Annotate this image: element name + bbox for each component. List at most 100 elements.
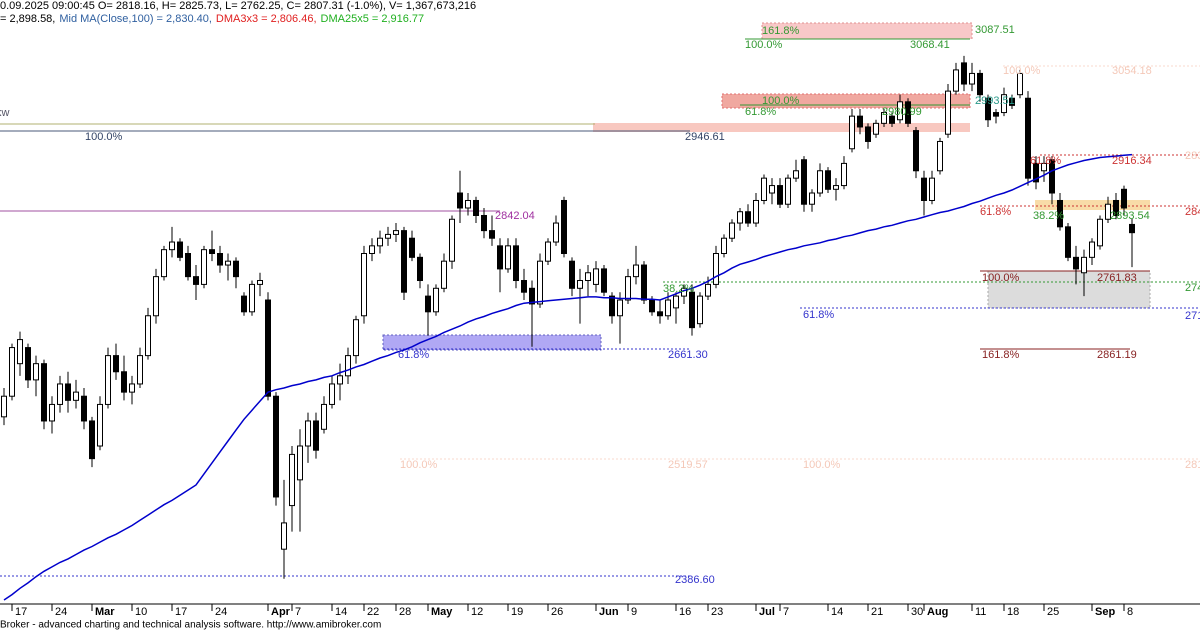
x-tick-label: 22 (367, 606, 379, 618)
header-indicator: DMA3x3 = 2,806.46, (216, 13, 317, 25)
annotation: 3068.41 (910, 39, 950, 51)
candle-body (233, 260, 239, 278)
candle-body (609, 295, 615, 317)
candle-body (929, 177, 935, 201)
candle-body (97, 403, 103, 447)
candle-body (833, 185, 839, 190)
candle-body (409, 237, 415, 258)
annotation: 2861.19 (1097, 349, 1137, 361)
candle-body (697, 295, 703, 325)
candle-body (193, 276, 199, 285)
candle-body (353, 319, 359, 357)
candle-body (1121, 188, 1127, 209)
candle-body (313, 420, 319, 451)
candle-body (273, 395, 279, 498)
candle-body (545, 241, 551, 262)
candle-body (473, 199, 479, 216)
candle-body (169, 241, 175, 251)
candle-body (897, 101, 903, 121)
x-tick-label: 9 (631, 606, 637, 618)
candle-body (417, 256, 423, 282)
candle-body (953, 69, 959, 92)
x-tick-label: Jul (759, 606, 775, 618)
candle-body (913, 130, 919, 172)
candle-body (737, 211, 743, 224)
x-tick-label: 24 (55, 606, 67, 618)
annotation: 2946.61 (685, 131, 725, 143)
candle-body (89, 420, 95, 460)
candle-body (689, 291, 695, 329)
zone (382, 334, 602, 351)
candle-body (337, 375, 343, 385)
candle-body (297, 445, 303, 481)
candle-body (889, 115, 895, 124)
annotation: 61.8% (980, 206, 1011, 218)
candle-body (721, 237, 727, 255)
x-tick-label: May (431, 606, 453, 618)
annotation: 2980.99 (882, 106, 922, 118)
candle-body (153, 276, 159, 317)
header-indicator: = 2,898.58, (0, 13, 55, 25)
candle-body (1, 395, 7, 418)
annotation: 2842.04 (495, 210, 535, 222)
candle-body (1049, 159, 1055, 194)
candle-body (801, 159, 807, 205)
candle-body (137, 355, 143, 385)
header-quote: 0.09.2025 09:00:45 O= 2818.16, H= 2825.7… (0, 0, 476, 12)
candle-body (1097, 218, 1103, 247)
annotation: 3054.18 (1112, 65, 1152, 77)
candle-body (865, 126, 871, 142)
candle-body (753, 199, 759, 224)
annotation: 274 (1185, 282, 1200, 294)
candle-body (537, 260, 543, 305)
annotation: 61.8% (803, 309, 834, 321)
candle-body (1009, 97, 1015, 106)
candle-body (961, 62, 967, 85)
candle-body (673, 295, 679, 309)
x-tick-label: 17 (15, 606, 27, 618)
candle-body (225, 260, 231, 266)
annotation: 161.8% (762, 25, 800, 37)
candle-body (985, 97, 991, 121)
candle-body (881, 112, 887, 124)
candle-body (9, 347, 15, 397)
candle-body (217, 253, 223, 266)
candle-body (577, 280, 583, 289)
candle-body (145, 315, 151, 357)
candle-body (1017, 72, 1023, 96)
candle-body (201, 249, 207, 285)
annotation: 283 (1185, 150, 1200, 162)
x-tick-label: 19 (511, 606, 523, 618)
annotation: 100.0% (762, 95, 800, 107)
candle-body (329, 383, 335, 405)
candle-body (289, 453, 295, 507)
candle-body (593, 268, 599, 285)
annotation: 2519.57 (668, 459, 708, 471)
candle-body (561, 199, 567, 255)
candle-body (345, 355, 351, 377)
footer: Broker - advanced charting and technical… (0, 620, 381, 630)
annotation: 281 (1185, 459, 1200, 471)
candle-body (905, 101, 911, 124)
candle-body (977, 72, 983, 96)
annotation: 100.0% (803, 459, 841, 471)
candle-body (49, 403, 55, 422)
zone (1035, 200, 1150, 210)
candle-body (745, 211, 751, 224)
candle-body (185, 253, 191, 278)
candle-body (1073, 256, 1079, 270)
annotation: 284 (1185, 206, 1200, 218)
candle-body (585, 272, 591, 282)
x-tick-label: 8 (1127, 606, 1133, 618)
x-tick-label: 18 (1007, 606, 1019, 618)
candle-body (849, 115, 855, 150)
annotation: 3087.51 (975, 24, 1015, 36)
candle-body (385, 233, 391, 239)
candle-body (657, 311, 663, 317)
header-indicator: DMA25x5 = 2,916.77 (321, 13, 425, 25)
annotation: 271 (1185, 310, 1200, 322)
x-tick-label: Jun (599, 606, 619, 618)
candle-body (457, 192, 463, 209)
candle-body (481, 214, 487, 232)
